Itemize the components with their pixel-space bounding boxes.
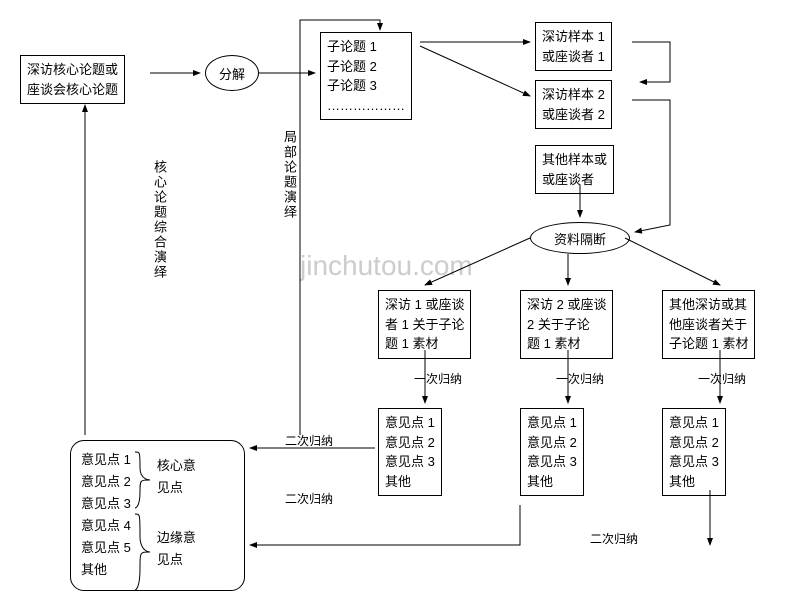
- text: 深访 1 或座谈: [385, 295, 464, 315]
- text: 深访核心论题或: [27, 60, 118, 80]
- node-sample-2: 深访样本 2 或座谈者 2: [535, 80, 612, 129]
- node-other-sample: 其他样本或 或座谈者: [535, 145, 614, 194]
- text: 其他样本或: [542, 150, 607, 170]
- label-induction-1a: 一次归纳: [414, 370, 462, 387]
- text: 意见点 3: [527, 452, 577, 472]
- text: 其他: [81, 559, 131, 581]
- text: 题 1 素材: [527, 334, 606, 354]
- text: 其他深访或其: [669, 295, 748, 315]
- node-opinions-1: 意见点 1 意见点 2 意见点 3 其他: [378, 408, 442, 496]
- node-opinions-3: 意见点 1 意见点 2 意见点 3 其他: [662, 408, 726, 496]
- text: 意见点 5: [81, 537, 131, 559]
- text: 子论题 3: [327, 76, 405, 96]
- text: 者 1 关于子论: [385, 315, 464, 335]
- text: 分解: [219, 64, 245, 83]
- text: 他座谈者关于: [669, 315, 748, 335]
- node-opinions-2: 意见点 1 意见点 2 意见点 3 其他: [520, 408, 584, 496]
- label-local-deduce: 局部论题演绎: [280, 130, 299, 220]
- node-material-3: 其他深访或其 他座谈者关于 子论题 1 素材: [662, 290, 755, 359]
- node-data-isolate: 资料隔断: [530, 222, 630, 254]
- watermark: jinchutou.com: [300, 250, 473, 282]
- text: 深访 2 或座谈: [527, 295, 606, 315]
- text: 意见点 2: [385, 433, 435, 453]
- text: 或座谈者 1: [542, 47, 605, 67]
- text: 意见点 3: [385, 452, 435, 472]
- text: 意见点 1: [527, 413, 577, 433]
- text: 见点: [157, 477, 196, 499]
- text: 意见点 4: [81, 515, 131, 537]
- text: 或座谈者 2: [542, 105, 605, 125]
- text: 见点: [157, 549, 196, 571]
- label-core-synthesis: 核心论题综合演绎: [150, 160, 169, 280]
- text: 其他: [527, 472, 577, 492]
- text: 其他: [385, 472, 435, 492]
- text: 意见点 2: [669, 433, 719, 453]
- text: 意见点 1: [669, 413, 719, 433]
- label-induction-2b: 二次归纳: [285, 490, 333, 507]
- label-induction-2a: 二次归纳: [285, 432, 333, 449]
- text: 子论题 1: [327, 37, 405, 57]
- text: 题 1 素材: [385, 334, 464, 354]
- text: 意见点 3: [81, 493, 131, 515]
- text: 核心意: [157, 455, 196, 477]
- text: 深访样本 1: [542, 27, 605, 47]
- text: 边缘意: [157, 527, 196, 549]
- node-material-2: 深访 2 或座谈 2 关于子论 题 1 素材: [520, 290, 613, 359]
- node-material-1: 深访 1 或座谈 者 1 关于子论 题 1 素材: [378, 290, 471, 359]
- text: 或座谈者: [542, 170, 607, 190]
- text: 意见点 1: [81, 449, 131, 471]
- text: 座谈会核心论题: [27, 80, 118, 100]
- text: 子论题 1 素材: [669, 334, 748, 354]
- text: 深访样本 2: [542, 85, 605, 105]
- text: 意见点 1: [385, 413, 435, 433]
- text: 子论题 2: [327, 57, 405, 77]
- text: 其他: [669, 472, 719, 492]
- text: 意见点 2: [81, 471, 131, 493]
- node-core-topic: 深访核心论题或 座谈会核心论题: [20, 55, 125, 104]
- text: 意见点 2: [527, 433, 577, 453]
- label-induction-1b: 一次归纳: [556, 370, 604, 387]
- node-summary: 意见点 1 意见点 2 意见点 3 意见点 4 意见点 5 其他 核心意 见点 …: [70, 440, 245, 591]
- node-subtopics: 子论题 1 子论题 2 子论题 3 ………………: [320, 32, 412, 120]
- label-induction-1c: 一次归纳: [698, 370, 746, 387]
- text: ………………: [327, 96, 405, 116]
- text: 意见点 3: [669, 452, 719, 472]
- label-induction-2c: 二次归纳: [590, 530, 638, 547]
- node-decompose: 分解: [205, 55, 259, 91]
- text: 资料隔断: [554, 229, 606, 248]
- text: 2 关于子论: [527, 315, 606, 335]
- node-sample-1: 深访样本 1 或座谈者 1: [535, 22, 612, 71]
